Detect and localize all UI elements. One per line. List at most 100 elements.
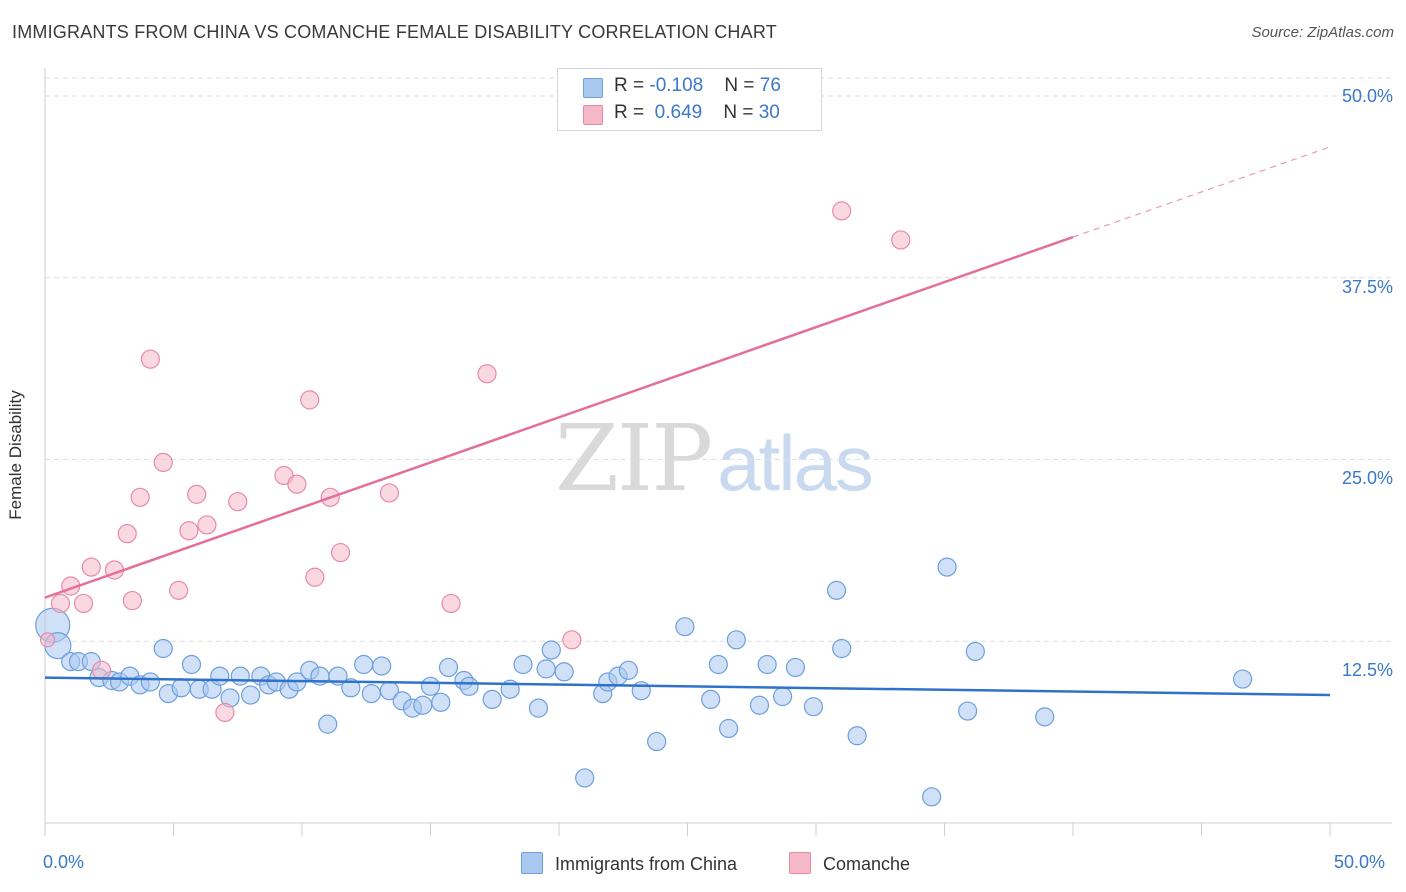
point-china <box>241 685 261 705</box>
point-china <box>922 787 942 807</box>
legend-swatch-china <box>521 852 543 874</box>
point-china <box>420 676 441 696</box>
point-comanche <box>215 702 235 723</box>
point-china <box>513 654 533 675</box>
legend-swatch-comanche <box>789 852 811 874</box>
x-tick-label-min: 0.0% <box>43 852 85 872</box>
point-china <box>785 657 806 678</box>
point-comanche <box>379 483 399 503</box>
point-china <box>708 654 728 675</box>
x-tick-label-max: 50.0% <box>1334 852 1386 872</box>
point-china <box>749 695 770 715</box>
point-comanche <box>91 660 112 680</box>
point-china <box>413 695 433 715</box>
point-comanche <box>140 349 160 369</box>
point-comanche <box>187 484 207 504</box>
point-china <box>772 686 793 707</box>
point-comanche <box>562 630 582 650</box>
legend-swatch-comanche <box>583 105 603 125</box>
chart-title: IMMIGRANTS FROM CHINA VS COMANCHE FEMALE… <box>12 22 777 42</box>
point-china <box>803 697 824 717</box>
point-china <box>675 617 695 637</box>
y-axis-label: Female Disability <box>6 390 25 520</box>
point-china <box>1035 707 1055 727</box>
point-china <box>554 662 574 682</box>
point-comanche <box>832 201 852 221</box>
point-comanche <box>441 593 461 614</box>
trendline-comanche <box>44 235 1074 599</box>
point-china <box>965 641 985 662</box>
point-china <box>341 678 361 698</box>
r-value: 0.649 <box>649 102 703 123</box>
point-china <box>847 726 867 746</box>
point-comanche <box>153 452 173 473</box>
r-label: R = <box>614 102 650 123</box>
legend-swatch-china <box>583 78 603 98</box>
point-china <box>937 557 957 577</box>
point-china <box>618 660 638 680</box>
point-china <box>757 654 777 675</box>
watermark-zip: ZIP <box>555 405 713 512</box>
point-china <box>230 666 250 686</box>
point-comanche <box>179 521 199 541</box>
point-comanche <box>305 567 325 587</box>
r-value: -0.108 <box>649 75 704 96</box>
point-china <box>438 657 459 678</box>
point-comanche <box>228 492 248 512</box>
point-china <box>318 714 338 734</box>
point-china <box>153 638 173 659</box>
y-tick-label-50: 50.0% <box>1341 86 1393 106</box>
point-china <box>726 630 746 650</box>
point-comanche <box>477 364 497 384</box>
point-china <box>361 683 381 704</box>
legend-stats-china: R = -0.108 N = 76 <box>614 75 781 97</box>
point-comanche <box>81 557 101 577</box>
point-comanche <box>39 632 56 648</box>
legend-label-comanche: Comanche <box>823 854 911 874</box>
point-comanche <box>891 230 911 250</box>
point-comanche <box>287 474 307 494</box>
point-comanche <box>300 390 320 410</box>
y-tick-label-37-5: 37.5% <box>1341 277 1393 297</box>
point-china <box>354 654 374 675</box>
point-china <box>459 676 479 696</box>
legend-stats-comanche: R = 0.649 N = 30 <box>614 102 780 124</box>
legend-label-china: Immigrants from China <box>555 854 738 874</box>
point-china <box>210 666 230 686</box>
n-label: N = <box>723 102 759 123</box>
point-china <box>1233 669 1253 689</box>
point-china <box>701 689 721 710</box>
point-china <box>541 640 561 660</box>
n-value: 30 <box>758 102 780 123</box>
n-label: N = <box>724 75 760 96</box>
point-comanche <box>73 593 94 614</box>
point-china <box>171 678 191 698</box>
point-comanche <box>117 524 137 544</box>
point-china <box>431 692 451 712</box>
trendline-comanche-extension <box>1072 146 1331 238</box>
point-comanche <box>122 590 142 611</box>
point-china <box>372 656 392 676</box>
trendline-china <box>44 676 1331 697</box>
point-comanche <box>197 515 217 535</box>
y-tick-label-12-5: 12.5% <box>1341 660 1393 680</box>
point-china <box>958 701 978 721</box>
point-china <box>719 718 739 739</box>
point-china <box>826 580 847 600</box>
point-comanche <box>169 580 189 600</box>
n-value: 76 <box>759 75 781 96</box>
point-china <box>482 689 502 710</box>
y-tick-label-25: 25.0% <box>1341 468 1393 488</box>
legend-item-comanche: Comanche <box>789 852 910 875</box>
point-china <box>528 698 549 718</box>
point-china <box>647 731 667 752</box>
series-legend: Immigrants from China Comanche <box>0 852 1406 878</box>
point-comanche <box>130 487 150 507</box>
source-label: Source: ZipAtlas.com <box>1251 24 1394 41</box>
watermark: ZIPatlas <box>555 405 874 512</box>
point-china <box>575 768 595 788</box>
point-china <box>536 659 556 679</box>
point-china <box>832 638 852 659</box>
legend-item-china: Immigrants from China <box>521 852 737 875</box>
